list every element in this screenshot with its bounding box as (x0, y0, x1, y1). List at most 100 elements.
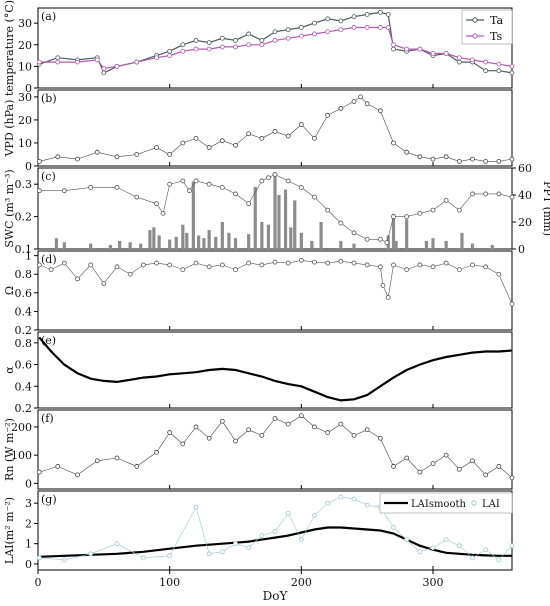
x-axis-label: DoY (263, 589, 289, 602)
data-point (470, 458, 475, 464)
data-point (404, 537, 410, 543)
data-point (101, 281, 107, 286)
panel-label: (b) (41, 92, 57, 105)
data-point (285, 510, 291, 516)
data-point (206, 145, 212, 150)
legend-marker (472, 33, 478, 39)
legend-label: LAIsmooth (411, 499, 466, 510)
y-tick-label: 100 (11, 449, 32, 462)
ppt-bar (293, 200, 297, 249)
panel-frame (37, 490, 513, 571)
data-point (55, 55, 61, 61)
data-point (377, 9, 383, 15)
ppt-bar (273, 174, 277, 249)
y-tick-label: 1 (25, 250, 32, 263)
ppt-bar (168, 239, 172, 249)
data-point (377, 236, 383, 242)
data-point (417, 262, 423, 268)
data-point (417, 469, 423, 475)
data-point (206, 551, 212, 557)
data-point (417, 46, 423, 52)
data-point (154, 145, 159, 150)
data-point (325, 29, 331, 35)
data-point (312, 194, 317, 200)
data-point (391, 464, 396, 469)
ppt-bar (405, 219, 409, 249)
ppt-bar (207, 230, 211, 249)
y-tick-label: 0.1 (15, 243, 33, 256)
data-point (101, 66, 107, 71)
data-point (391, 46, 396, 52)
data-point (259, 135, 265, 141)
series-line-Ω (39, 259, 513, 305)
data-point (298, 537, 304, 543)
ppt-bar (352, 243, 356, 249)
panel-label: (g) (41, 493, 57, 506)
legend-box (461, 9, 513, 45)
data-point (285, 27, 291, 33)
data-point (312, 135, 317, 141)
data-point (483, 68, 489, 74)
ppt-bar (220, 222, 224, 249)
ppt-bar (157, 235, 161, 249)
ppt-bar (310, 240, 314, 249)
data-point (55, 464, 61, 469)
data-point (114, 185, 120, 190)
ppt-bar (118, 240, 122, 249)
y-tick-label: 0.2 (15, 402, 33, 415)
data-point (193, 504, 199, 510)
data-point (94, 458, 100, 464)
data-point (351, 432, 357, 438)
data-point (233, 541, 238, 547)
data-point (443, 260, 449, 266)
data-point (180, 178, 186, 184)
data-point (193, 46, 199, 52)
panel-d: (d) 0.2 0.4 0.6 0.8 1 Ω (3, 250, 515, 337)
ppt-bar (185, 232, 189, 249)
data-point (233, 44, 238, 50)
y2-axis-label: PPT (mm) (541, 181, 550, 236)
data-point (364, 236, 370, 242)
data-point (312, 259, 317, 265)
data-point (180, 48, 186, 54)
data-point (246, 201, 252, 207)
data-point (385, 25, 391, 30)
data-point (509, 301, 515, 307)
y-axis-label: SWC (m³ m⁻³) (3, 169, 16, 247)
data-point (443, 51, 449, 56)
data-point (298, 257, 304, 263)
data-point (167, 53, 173, 58)
data-point (496, 464, 502, 469)
panel-label: (a) (41, 10, 56, 23)
data-point (167, 262, 173, 268)
data-point (456, 158, 462, 164)
data-point (272, 529, 278, 534)
ppt-bar (227, 232, 231, 249)
data-point (298, 413, 304, 419)
data-point (101, 70, 107, 76)
panel-label: (f) (41, 412, 54, 425)
ppt-bar (319, 222, 323, 249)
y-tick-label: 0 (25, 477, 32, 490)
data-point (496, 68, 502, 74)
x-tick-label: 300 (423, 576, 444, 589)
y-tick-label: 0 (25, 160, 32, 173)
data-point (364, 427, 370, 433)
data-point (266, 175, 271, 181)
y-tick-label: 200 (11, 421, 32, 434)
legend: Ta Ts (461, 9, 513, 45)
ppt-bar (148, 230, 152, 249)
panel-g: (g) 0 1 2 3 LAI(m² m⁻²) LAIsmooth LAI (3, 490, 515, 571)
y-tick-label: 0.8 (15, 268, 33, 281)
data-point (114, 541, 120, 547)
data-point (246, 31, 252, 37)
y-tick-label: 0.2 (15, 211, 33, 224)
panel-label: (c) (41, 170, 56, 183)
y-tick-label: 20 (18, 114, 32, 127)
data-point (456, 59, 462, 65)
data-point (404, 46, 410, 52)
data-point (351, 260, 357, 266)
data-point (509, 63, 515, 69)
panel-frame (37, 409, 513, 490)
y2-tick-label: 20 (518, 216, 532, 229)
